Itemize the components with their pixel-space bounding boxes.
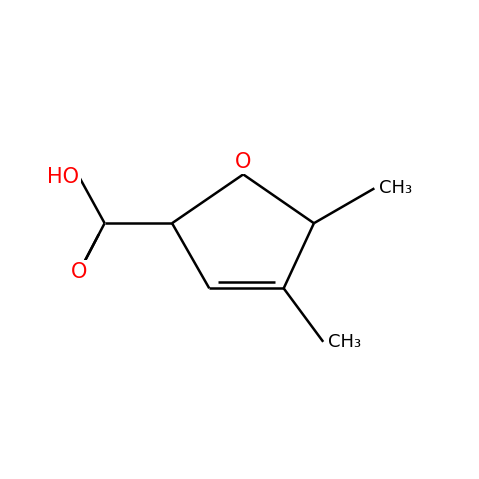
Text: O: O [71, 262, 87, 282]
Text: CH₃: CH₃ [379, 179, 412, 197]
Text: HO: HO [47, 167, 79, 187]
Text: CH₃: CH₃ [328, 333, 361, 351]
Text: O: O [235, 152, 251, 172]
